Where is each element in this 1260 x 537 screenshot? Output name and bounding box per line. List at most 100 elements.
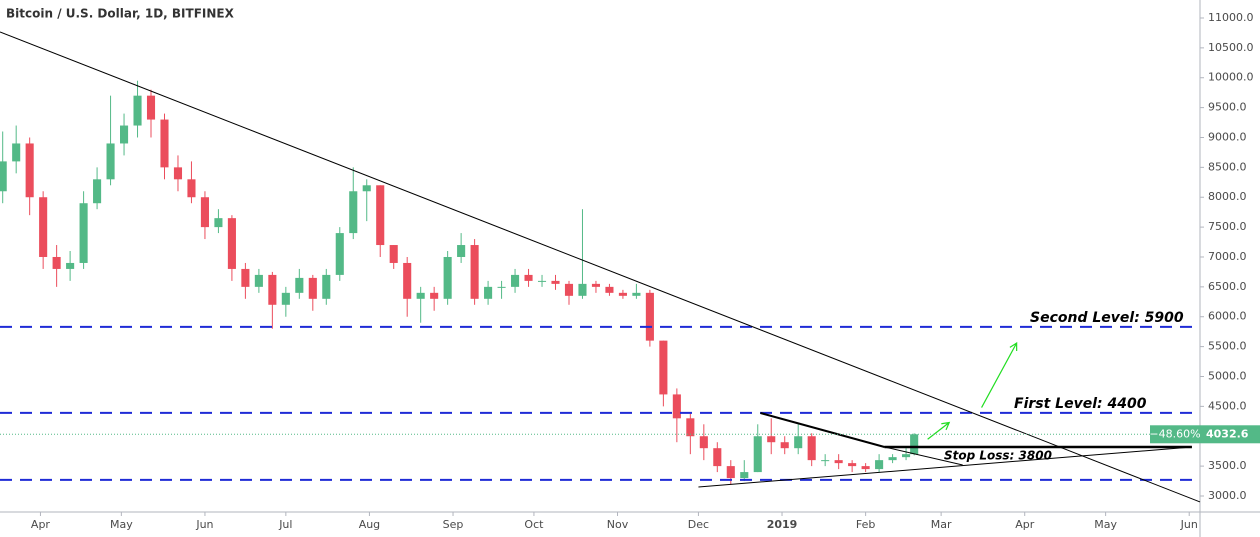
candle-body	[173, 167, 183, 180]
x-tick-label: Oct	[524, 518, 544, 531]
y-tick-label: 9000.0	[1208, 130, 1247, 143]
candle-body	[524, 274, 533, 281]
candle-body	[268, 274, 277, 305]
x-tick-label: 2019	[767, 518, 798, 531]
x-tick-label: May	[110, 518, 133, 531]
candle-body	[146, 95, 156, 120]
candle-body	[335, 233, 344, 275]
candle-body	[564, 283, 574, 296]
y-tick-label: 6000.0	[1208, 310, 1247, 323]
candle-body	[699, 436, 708, 449]
candle-body	[578, 283, 587, 296]
trend-line	[0, 31, 1201, 503]
x-tick-label: Jun	[1180, 518, 1198, 531]
candle-body	[93, 179, 102, 204]
price-badge	[1200, 425, 1260, 444]
y-tick-label: 5500.0	[1208, 340, 1247, 353]
annotation: Second Level: 5900	[1030, 310, 1184, 326]
candle-body	[740, 472, 749, 479]
x-tick-label: Apr	[1015, 518, 1035, 531]
x-tick-label: Dec	[688, 518, 709, 531]
x-tick-label: Jun	[195, 518, 213, 531]
candle-body	[362, 185, 371, 192]
y-tick-label: 10000.0	[1208, 71, 1254, 84]
y-tick-label: 11000.0	[1208, 11, 1254, 24]
y-tick-label: 8500.0	[1208, 160, 1247, 173]
candle-body	[160, 119, 169, 168]
candle-body	[254, 274, 263, 287]
trend-line	[698, 446, 1192, 488]
candle-body	[443, 256, 452, 299]
candle-body	[686, 418, 695, 437]
x-tick-label: Jul	[278, 518, 292, 531]
trend-line	[884, 446, 963, 466]
y-tick-label: 3500.0	[1208, 459, 1247, 472]
annotation: Stop Loss: 3800	[944, 449, 1052, 463]
candle-body	[106, 143, 115, 180]
y-tick-label: 6500.0	[1208, 280, 1247, 293]
y-tick-label: 5000.0	[1208, 369, 1247, 382]
y-tick-label: 7000.0	[1208, 250, 1247, 263]
y-tick-label: 8000.0	[1208, 190, 1247, 203]
candle-body	[12, 143, 21, 162]
candle-body	[39, 197, 48, 257]
candle-body	[888, 457, 897, 461]
candle-body	[484, 286, 493, 299]
candle-body	[389, 245, 398, 263]
chart-title: Bitcoin / U.S. Dollar, 1D, BITFINEX	[6, 7, 235, 21]
candle-body	[416, 292, 425, 299]
change-badge	[1150, 425, 1200, 444]
candle-body	[821, 460, 830, 462]
candle-body	[66, 262, 75, 269]
price-change: −48.60%	[1149, 427, 1200, 440]
candle-body	[875, 460, 884, 470]
arrow	[927, 421, 951, 440]
candle-body	[591, 283, 600, 287]
candle-body	[632, 292, 641, 296]
candle-body	[848, 463, 857, 467]
x-tick-label: Nov	[607, 518, 629, 531]
candle-body	[861, 466, 870, 470]
candle-body	[910, 434, 919, 455]
arrow	[981, 341, 1018, 408]
candle-body	[187, 179, 196, 198]
candle-body	[295, 277, 304, 293]
x-tick-label: Feb	[856, 518, 875, 531]
y-tick-label: 9500.0	[1208, 101, 1247, 114]
candle-body	[430, 292, 439, 299]
candle-body	[713, 448, 722, 467]
candle-body	[322, 274, 331, 299]
candle-body	[834, 460, 843, 464]
candle-body	[807, 436, 816, 461]
candle-body	[605, 286, 614, 293]
candle-body	[0, 161, 7, 192]
x-tick-label: Aug	[359, 518, 380, 531]
candle-body	[726, 466, 735, 479]
candle-body	[780, 442, 789, 449]
candle-body	[241, 268, 250, 287]
candle-body	[133, 95, 142, 126]
candle-body	[672, 394, 681, 419]
plot-area	[0, 31, 1201, 503]
annotation: First Level: 4400	[1014, 396, 1147, 412]
y-tick-label: 4500.0	[1208, 399, 1247, 412]
trend-line	[760, 412, 885, 448]
y-tick-label: 3000.0	[1208, 489, 1247, 502]
candle-body	[376, 185, 385, 246]
candle-body	[645, 292, 654, 341]
candle-body	[537, 280, 547, 282]
y-tick-label: 10500.0	[1208, 41, 1254, 54]
candle-body	[753, 436, 762, 473]
y-tick-label: 7500.0	[1208, 220, 1247, 233]
x-tick-label: Mar	[931, 518, 952, 531]
candle-body	[470, 245, 479, 299]
candle-body	[659, 340, 668, 395]
candle-body	[618, 292, 627, 296]
candle-body	[214, 218, 223, 228]
x-tick-label: Apr	[31, 518, 51, 531]
candle-body	[511, 274, 520, 287]
candle-body	[794, 436, 803, 449]
candle-body	[767, 436, 776, 443]
x-tick-label: May	[1094, 518, 1117, 531]
